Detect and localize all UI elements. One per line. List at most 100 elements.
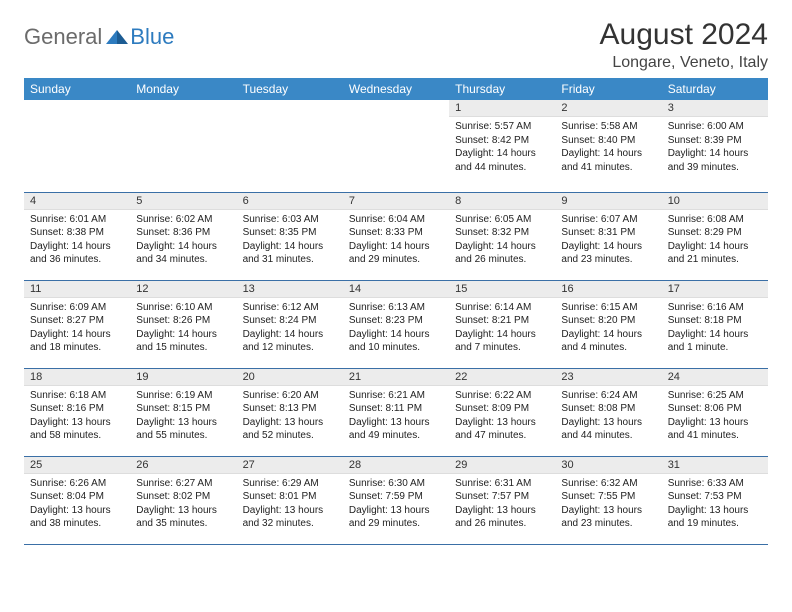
sunset-line: Sunset: 8:20 PM (561, 314, 655, 328)
day-details: Sunrise: 6:00 AMSunset: 8:39 PMDaylight:… (662, 117, 768, 177)
daylight-line: Daylight: 14 hours and 34 minutes. (136, 240, 230, 267)
daylight-line: Daylight: 14 hours and 12 minutes. (243, 328, 337, 355)
day-details: Sunrise: 6:01 AMSunset: 8:38 PMDaylight:… (24, 210, 130, 270)
calendar-cell: 24Sunrise: 6:25 AMSunset: 8:06 PMDayligh… (662, 368, 768, 456)
sunset-line: Sunset: 8:35 PM (243, 226, 337, 240)
calendar-cell: 20Sunrise: 6:20 AMSunset: 8:13 PMDayligh… (237, 368, 343, 456)
day-number: 21 (343, 369, 449, 386)
day-details: Sunrise: 6:02 AMSunset: 8:36 PMDaylight:… (130, 210, 236, 270)
daylight-line: Daylight: 13 hours and 47 minutes. (455, 416, 549, 443)
sunrise-line: Sunrise: 5:58 AM (561, 120, 655, 134)
daylight-line: Daylight: 13 hours and 41 minutes. (668, 416, 762, 443)
sunrise-line: Sunrise: 6:00 AM (668, 120, 762, 134)
day-number: 28 (343, 457, 449, 474)
calendar-cell (343, 100, 449, 192)
day-details: Sunrise: 5:58 AMSunset: 8:40 PMDaylight:… (555, 117, 661, 177)
sunrise-line: Sunrise: 6:01 AM (30, 213, 124, 227)
day-details: Sunrise: 6:10 AMSunset: 8:26 PMDaylight:… (130, 298, 236, 358)
calendar-cell: 2Sunrise: 5:58 AMSunset: 8:40 PMDaylight… (555, 100, 661, 192)
day-number: 27 (237, 457, 343, 474)
day-number: 20 (237, 369, 343, 386)
sunset-line: Sunset: 8:31 PM (561, 226, 655, 240)
sunrise-line: Sunrise: 6:05 AM (455, 213, 549, 227)
sunrise-line: Sunrise: 6:14 AM (455, 301, 549, 315)
day-number: 14 (343, 281, 449, 298)
daylight-line: Daylight: 14 hours and 18 minutes. (30, 328, 124, 355)
day-details: Sunrise: 6:33 AMSunset: 7:53 PMDaylight:… (662, 474, 768, 534)
sunset-line: Sunset: 8:02 PM (136, 490, 230, 504)
day-details: Sunrise: 6:03 AMSunset: 8:35 PMDaylight:… (237, 210, 343, 270)
calendar-cell: 26Sunrise: 6:27 AMSunset: 8:02 PMDayligh… (130, 456, 236, 544)
daylight-line: Daylight: 14 hours and 4 minutes. (561, 328, 655, 355)
calendar-cell (24, 100, 130, 192)
day-number: 6 (237, 193, 343, 210)
logo-text-blue: Blue (130, 24, 174, 50)
sunrise-line: Sunrise: 6:21 AM (349, 389, 443, 403)
sunset-line: Sunset: 8:13 PM (243, 402, 337, 416)
sunset-line: Sunset: 8:38 PM (30, 226, 124, 240)
daylight-line: Daylight: 13 hours and 52 minutes. (243, 416, 337, 443)
daylight-line: Daylight: 14 hours and 41 minutes. (561, 147, 655, 174)
sunset-line: Sunset: 7:55 PM (561, 490, 655, 504)
calendar-cell: 8Sunrise: 6:05 AMSunset: 8:32 PMDaylight… (449, 192, 555, 280)
day-details: Sunrise: 6:32 AMSunset: 7:55 PMDaylight:… (555, 474, 661, 534)
day-details: Sunrise: 6:04 AMSunset: 8:33 PMDaylight:… (343, 210, 449, 270)
day-details: Sunrise: 6:22 AMSunset: 8:09 PMDaylight:… (449, 386, 555, 446)
day-details: Sunrise: 6:31 AMSunset: 7:57 PMDaylight:… (449, 474, 555, 534)
day-details: Sunrise: 6:16 AMSunset: 8:18 PMDaylight:… (662, 298, 768, 358)
daylight-line: Daylight: 13 hours and 44 minutes. (561, 416, 655, 443)
logo-triangle-icon (106, 28, 128, 46)
sunrise-line: Sunrise: 6:26 AM (30, 477, 124, 491)
sunset-line: Sunset: 8:15 PM (136, 402, 230, 416)
day-details: Sunrise: 6:26 AMSunset: 8:04 PMDaylight:… (24, 474, 130, 534)
daylight-line: Daylight: 14 hours and 1 minute. (668, 328, 762, 355)
sunset-line: Sunset: 8:27 PM (30, 314, 124, 328)
day-number: 2 (555, 100, 661, 117)
sunset-line: Sunset: 7:57 PM (455, 490, 549, 504)
calendar-cell: 9Sunrise: 6:07 AMSunset: 8:31 PMDaylight… (555, 192, 661, 280)
daylight-line: Daylight: 14 hours and 36 minutes. (30, 240, 124, 267)
calendar-cell: 12Sunrise: 6:10 AMSunset: 8:26 PMDayligh… (130, 280, 236, 368)
calendar-cell: 29Sunrise: 6:31 AMSunset: 7:57 PMDayligh… (449, 456, 555, 544)
sunset-line: Sunset: 8:09 PM (455, 402, 549, 416)
day-details: Sunrise: 6:12 AMSunset: 8:24 PMDaylight:… (237, 298, 343, 358)
day-details: Sunrise: 5:57 AMSunset: 8:42 PMDaylight:… (449, 117, 555, 177)
daylight-line: Daylight: 13 hours and 32 minutes. (243, 504, 337, 531)
sunset-line: Sunset: 8:42 PM (455, 134, 549, 148)
calendar-cell: 14Sunrise: 6:13 AMSunset: 8:23 PMDayligh… (343, 280, 449, 368)
sunset-line: Sunset: 8:18 PM (668, 314, 762, 328)
sunrise-line: Sunrise: 6:08 AM (668, 213, 762, 227)
calendar-cell: 18Sunrise: 6:18 AMSunset: 8:16 PMDayligh… (24, 368, 130, 456)
sunrise-line: Sunrise: 6:20 AM (243, 389, 337, 403)
daylight-line: Daylight: 13 hours and 55 minutes. (136, 416, 230, 443)
sunrise-line: Sunrise: 6:22 AM (455, 389, 549, 403)
sunset-line: Sunset: 8:06 PM (668, 402, 762, 416)
sunset-line: Sunset: 8:04 PM (30, 490, 124, 504)
calendar-cell: 15Sunrise: 6:14 AMSunset: 8:21 PMDayligh… (449, 280, 555, 368)
sunrise-line: Sunrise: 5:57 AM (455, 120, 549, 134)
weekday-header: Monday (130, 78, 236, 100)
day-number: 30 (555, 457, 661, 474)
calendar-cell: 16Sunrise: 6:15 AMSunset: 8:20 PMDayligh… (555, 280, 661, 368)
sunrise-line: Sunrise: 6:09 AM (30, 301, 124, 315)
sunrise-line: Sunrise: 6:10 AM (136, 301, 230, 315)
daylight-line: Daylight: 14 hours and 7 minutes. (455, 328, 549, 355)
calendar-cell: 10Sunrise: 6:08 AMSunset: 8:29 PMDayligh… (662, 192, 768, 280)
sunset-line: Sunset: 8:21 PM (455, 314, 549, 328)
daylight-line: Daylight: 13 hours and 19 minutes. (668, 504, 762, 531)
sunrise-line: Sunrise: 6:33 AM (668, 477, 762, 491)
sunset-line: Sunset: 8:23 PM (349, 314, 443, 328)
calendar-row: 11Sunrise: 6:09 AMSunset: 8:27 PMDayligh… (24, 280, 768, 368)
day-details: Sunrise: 6:08 AMSunset: 8:29 PMDaylight:… (662, 210, 768, 270)
sunset-line: Sunset: 8:01 PM (243, 490, 337, 504)
calendar-cell: 1Sunrise: 5:57 AMSunset: 8:42 PMDaylight… (449, 100, 555, 192)
calendar-cell: 3Sunrise: 6:00 AMSunset: 8:39 PMDaylight… (662, 100, 768, 192)
day-details: Sunrise: 6:20 AMSunset: 8:13 PMDaylight:… (237, 386, 343, 446)
calendar-row: 25Sunrise: 6:26 AMSunset: 8:04 PMDayligh… (24, 456, 768, 544)
weekday-header: Friday (555, 78, 661, 100)
day-number: 29 (449, 457, 555, 474)
day-number: 19 (130, 369, 236, 386)
calendar-row: 1Sunrise: 5:57 AMSunset: 8:42 PMDaylight… (24, 100, 768, 192)
sunrise-line: Sunrise: 6:15 AM (561, 301, 655, 315)
sunrise-line: Sunrise: 6:03 AM (243, 213, 337, 227)
